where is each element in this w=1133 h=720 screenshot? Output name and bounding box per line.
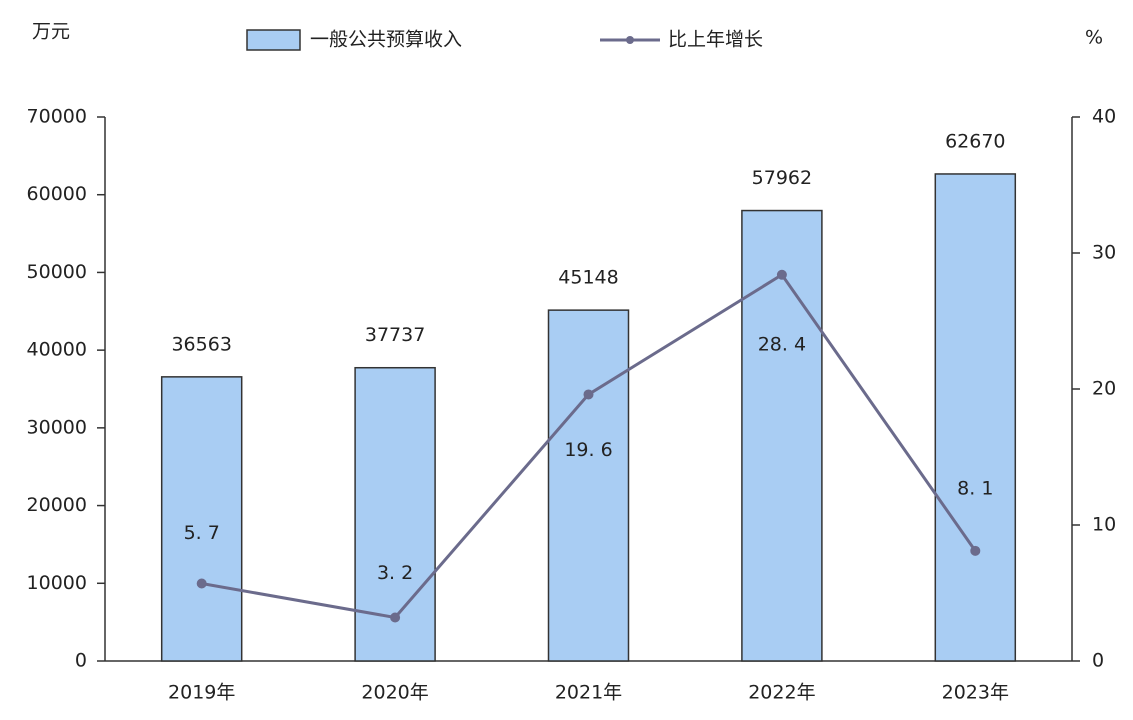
x-tick-label: 2023年	[942, 682, 1009, 704]
bar	[934, 173, 1017, 662]
bar-value-label: 62670	[945, 130, 1005, 152]
line-marker	[390, 612, 401, 623]
bar-value-label: 37737	[365, 324, 425, 346]
x-tick-label: 2020年	[361, 682, 428, 704]
y2-tick-label: 10	[1092, 514, 1116, 536]
x-tick-label: 2019年	[168, 682, 235, 704]
y-tick-label: 30000	[27, 416, 87, 438]
x-tick-label: 2021年	[555, 682, 622, 704]
y-tick-label: 60000	[27, 183, 87, 205]
line-value-label: 3. 2	[377, 562, 413, 584]
bar-value-label: 36563	[171, 333, 231, 355]
legend-swatch-bar	[246, 29, 301, 51]
x-tick-label: 2022年	[748, 682, 815, 704]
y-axis-title: 万元	[32, 21, 70, 43]
y2-tick-label: 20	[1092, 378, 1116, 400]
y-tick-label: 10000	[27, 572, 87, 594]
line-value-label: 19. 6	[564, 439, 612, 461]
legend-swatch-marker	[626, 36, 634, 44]
line-value-label: 5. 7	[184, 522, 220, 544]
bar	[741, 209, 823, 662]
y-tick-label: 70000	[27, 106, 87, 128]
line-marker	[583, 389, 594, 400]
y2-tick-label: 0	[1092, 650, 1104, 672]
line-value-label: 8. 1	[957, 477, 993, 499]
line-marker	[776, 269, 787, 280]
bar	[160, 376, 243, 662]
y-tick-label: 50000	[27, 261, 87, 283]
legend-label: 比上年增长	[668, 29, 763, 51]
line-value-label: 28. 4	[758, 333, 806, 355]
y2-axis-title: %	[1085, 27, 1103, 49]
line-marker	[970, 545, 981, 556]
y-tick-label: 20000	[27, 494, 87, 516]
line-marker	[196, 578, 207, 589]
y2-tick-label: 30	[1092, 242, 1116, 264]
y2-tick-label: 40	[1092, 106, 1116, 128]
bar-value-label: 57962	[752, 167, 812, 189]
bar	[547, 309, 630, 662]
bar-value-label: 45148	[558, 267, 618, 289]
y-tick-label: 40000	[27, 339, 87, 361]
legend-label: 一般公共预算收入	[310, 29, 462, 51]
y-tick-label: 0	[75, 650, 87, 672]
